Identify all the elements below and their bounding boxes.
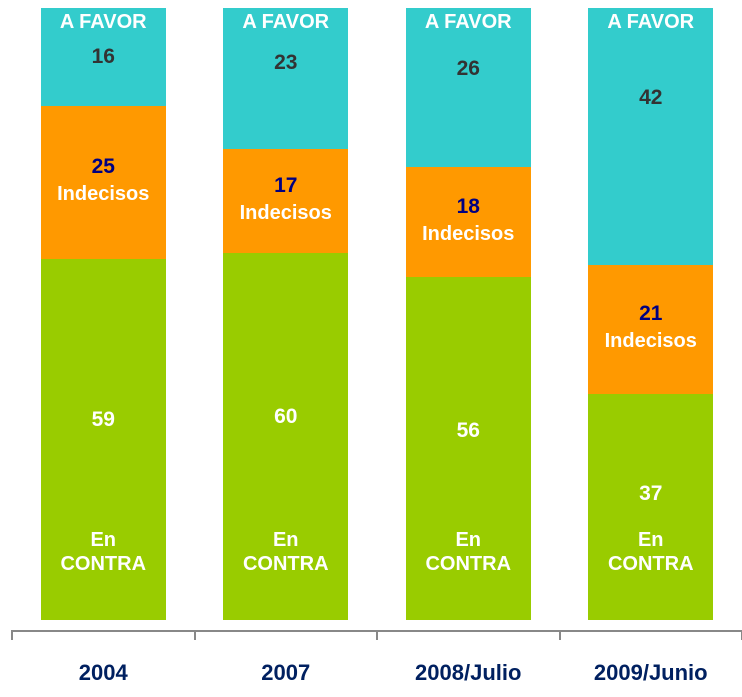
value-label: 26 bbox=[456, 56, 480, 80]
x-tick-label: 2004 bbox=[78, 660, 128, 685]
x-tick bbox=[11, 630, 13, 640]
value-label: 59 bbox=[91, 408, 115, 432]
value-label: 56 bbox=[456, 418, 480, 442]
series-label: En CONTRA bbox=[607, 529, 694, 575]
bar-segment bbox=[40, 258, 166, 620]
bar-segment bbox=[588, 265, 714, 394]
series-label: Indecisos bbox=[239, 201, 332, 224]
x-tick-label: 2008/Julio bbox=[415, 660, 522, 685]
value-label: 23 bbox=[274, 51, 298, 75]
x-tick-label: 2007 bbox=[261, 660, 311, 685]
bar-segment bbox=[223, 252, 349, 620]
series-label: Indecisos bbox=[57, 183, 150, 206]
series-label: A FAVOR bbox=[242, 11, 330, 33]
bar-segment bbox=[588, 8, 714, 266]
bar-segment bbox=[40, 105, 166, 259]
value-label: 25 bbox=[91, 155, 115, 179]
bar-segment bbox=[405, 8, 531, 168]
x-tick bbox=[193, 630, 196, 640]
value-label: 16 bbox=[91, 45, 115, 68]
value-label: 21 bbox=[639, 302, 663, 326]
series-label: En CONTRA bbox=[60, 529, 147, 575]
value-label: 37 bbox=[639, 482, 663, 506]
bar-segment bbox=[405, 277, 531, 620]
series-label: Indecisos bbox=[604, 330, 697, 353]
value-label: 42 bbox=[639, 86, 663, 110]
bar-segment bbox=[223, 148, 349, 253]
series-label: A FAVOR bbox=[59, 11, 147, 33]
series-label: A FAVOR bbox=[424, 11, 512, 33]
bar-segment bbox=[223, 8, 349, 149]
series-label: En CONTRA bbox=[242, 529, 329, 575]
bar-segment bbox=[40, 8, 166, 106]
series-label: En CONTRA bbox=[425, 529, 512, 575]
x-tick-label: 2009/Junio bbox=[593, 660, 708, 685]
value-label: 17 bbox=[274, 173, 298, 197]
value-label: 18 bbox=[456, 195, 480, 219]
bar-segment bbox=[405, 167, 531, 278]
value-label: 60 bbox=[274, 405, 298, 429]
series-label: A FAVOR bbox=[607, 11, 695, 33]
series-label: Indecisos bbox=[422, 223, 515, 246]
bar-segment bbox=[588, 393, 714, 620]
x-tick bbox=[558, 630, 561, 640]
x-tick bbox=[376, 630, 378, 640]
